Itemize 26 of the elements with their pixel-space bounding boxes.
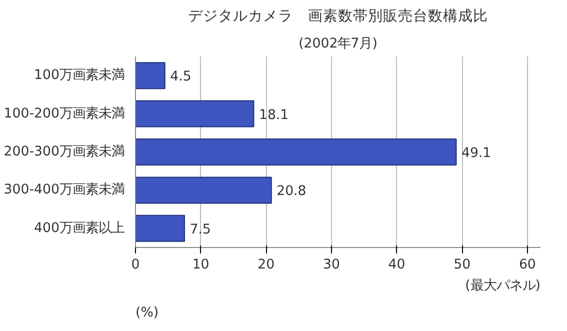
y-tick-label: 100-200万画素未満 — [4, 106, 125, 122]
bar — [136, 138, 457, 166]
data-label: 49.1 — [461, 146, 492, 161]
x-tick-label: 10 — [192, 258, 210, 272]
text: (最大パネル) — [465, 278, 541, 294]
x-axis-title: (%) — [136, 306, 159, 320]
x-tick-label: 0 — [131, 258, 140, 272]
x-tick-label: 20 — [258, 258, 275, 272]
x-tick-label: 50 — [454, 258, 471, 272]
bar — [136, 176, 272, 204]
y-tick-label: 300-400万画素未満 — [4, 182, 125, 198]
bar — [136, 62, 166, 90]
bar — [136, 100, 254, 128]
data-label: 4.5 — [170, 70, 192, 85]
bar — [136, 214, 185, 242]
x-tick-label: 60 — [518, 258, 536, 272]
chart-subtitle: (2002年7月) — [298, 36, 378, 52]
data-label: 7.5 — [190, 222, 211, 238]
y-tick-label: 200-300万画素未満 — [4, 144, 125, 160]
chart-title: デジタルカメラ 画素数帯別販売台数構成比 — [188, 8, 488, 24]
y-tick-label: 100万画素未満 — [34, 68, 125, 84]
x-tick-label: 30 — [322, 258, 340, 272]
x-tick-label: 40 — [388, 258, 406, 272]
data-label: 20.8 — [276, 184, 306, 200]
data-label: 18.1 — [258, 108, 289, 123]
y-tick-label: 400万画素以上 — [34, 220, 125, 236]
